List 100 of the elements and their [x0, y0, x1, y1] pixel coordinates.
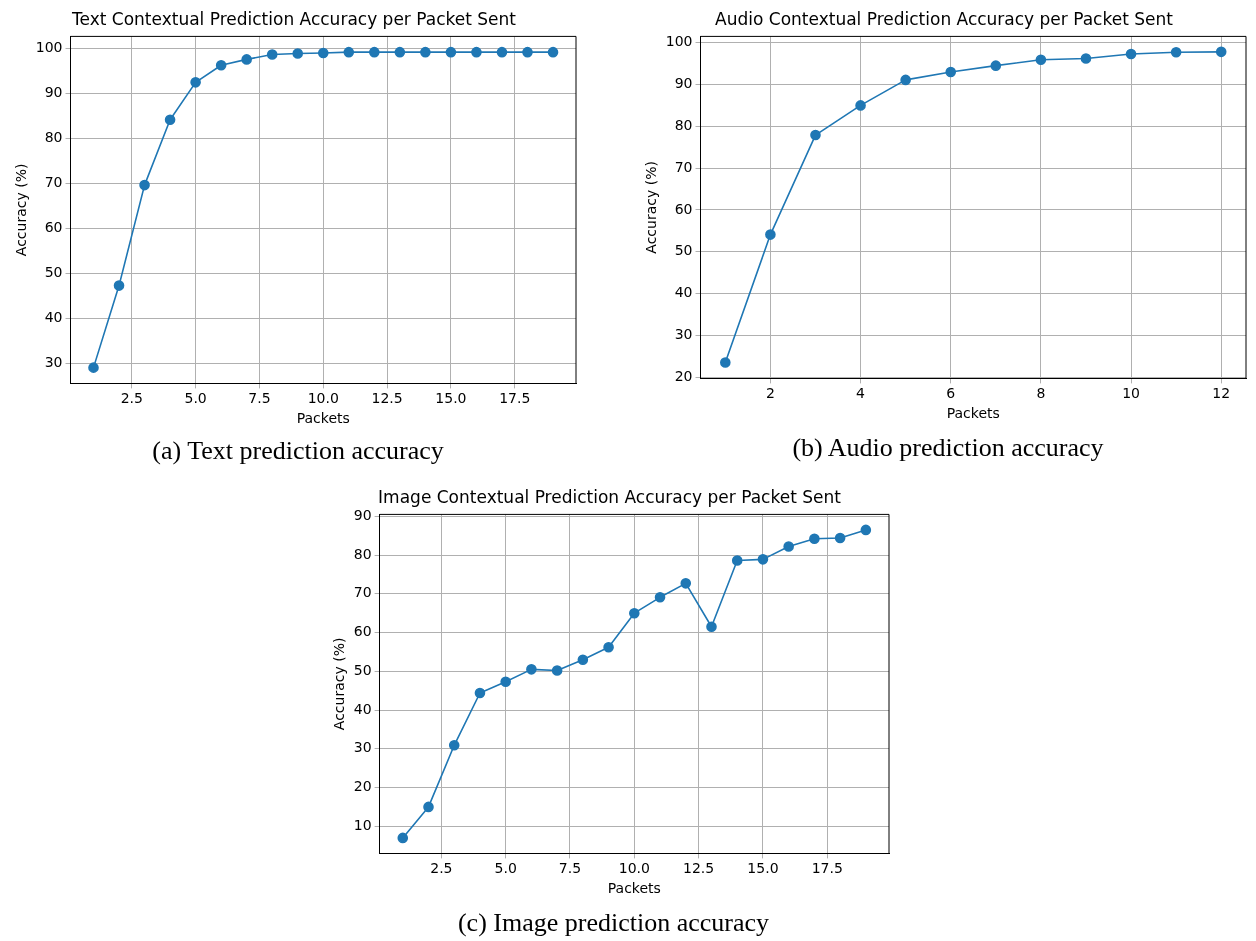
- point: [860, 524, 872, 536]
- y-tick-label: 90: [353, 506, 372, 523]
- x-tick-label: 5.0: [494, 860, 517, 877]
- point: [834, 532, 846, 544]
- point: [522, 46, 533, 58]
- x-tick-label: 2.5: [430, 860, 453, 877]
- x-tick-label: 2: [765, 385, 775, 402]
- point: [731, 555, 743, 566]
- y-tick-label: 100: [35, 38, 63, 55]
- x-tick-label: 8: [1036, 385, 1046, 402]
- y-axis-title: Accuracy (%): [331, 637, 348, 731]
- point: [654, 592, 666, 603]
- point: [809, 533, 820, 545]
- x-tick-label: 15.0: [435, 390, 467, 407]
- point: [369, 46, 380, 58]
- y-tick-label: 10: [353, 816, 372, 833]
- point: [547, 46, 559, 58]
- x-tick-label: 2.5: [120, 390, 143, 407]
- y-tick-label: 70: [353, 584, 372, 601]
- y-tick-label: 70: [44, 173, 63, 190]
- y-tick-label: 60: [353, 623, 372, 640]
- point: [1125, 48, 1137, 60]
- point: [343, 46, 355, 58]
- x-tick-label: 12: [1212, 385, 1231, 402]
- text: (a) Text prediction accuracy: [151, 436, 445, 466]
- point: [551, 665, 563, 676]
- y-tick-label: 40: [674, 284, 693, 301]
- x-tick-label: 10.0: [307, 390, 339, 407]
- x-tick-label: 5.0: [184, 390, 207, 407]
- point: [164, 114, 176, 126]
- y-tick-label: 20: [353, 778, 372, 795]
- y-tick-label: 80: [353, 545, 372, 562]
- y-tick-label: 40: [353, 700, 372, 717]
- y-tick-label: 30: [353, 739, 372, 756]
- x-tick-label: 4: [856, 385, 866, 402]
- point: [1215, 46, 1227, 58]
- y-tick-label: 50: [353, 661, 372, 678]
- x-axis-title: Packets: [946, 405, 1000, 422]
- y-axis-title: Accuracy (%): [643, 161, 660, 254]
- point: [215, 59, 227, 71]
- chart-title: Text Contextual Prediction Accuracy per Packet Sent: [71, 8, 517, 29]
- x-tick-label: 12.5: [371, 390, 403, 407]
- y-tick-label: 20: [674, 367, 693, 384]
- point: [496, 46, 508, 58]
- x-tick-label: 15.0: [747, 860, 779, 877]
- x-tick-label: 7.5: [558, 860, 582, 877]
- point: [139, 179, 150, 191]
- point: [190, 77, 201, 88]
- x-tick-label: 10: [1122, 385, 1140, 402]
- point: [629, 607, 640, 619]
- y-tick-label: 80: [44, 128, 63, 145]
- point: [945, 66, 957, 78]
- y-tick-label: 60: [674, 200, 693, 217]
- point: [1170, 46, 1182, 58]
- point: [394, 46, 406, 58]
- point: [783, 541, 794, 552]
- point: [526, 664, 537, 675]
- point: [474, 687, 486, 699]
- point: [266, 49, 278, 60]
- y-tick-label: 30: [674, 325, 693, 342]
- point: [603, 641, 614, 653]
- text: (c) Image prediction accuracy: [456, 908, 771, 938]
- point: [900, 74, 911, 86]
- chart-title: Audio Contextual Prediction Accuracy per Packet Sent: [715, 8, 1174, 29]
- point: [500, 676, 511, 688]
- point: [810, 129, 821, 141]
- point: [720, 357, 731, 368]
- x-tick-label: 17.5: [811, 860, 843, 877]
- point: [765, 229, 776, 240]
- point: [855, 100, 866, 111]
- y-tick-label: 70: [674, 158, 693, 175]
- x-tick-label: 7.5: [248, 390, 271, 407]
- x-tick-label: 12.5: [683, 860, 715, 877]
- text: (b) Audio prediction accuracy: [791, 433, 1105, 463]
- point: [420, 46, 431, 58]
- x-tick-label: 17.5: [499, 390, 531, 407]
- point: [445, 46, 457, 58]
- point: [471, 46, 482, 58]
- point: [577, 654, 589, 665]
- y-tick-label: 90: [44, 83, 63, 100]
- point: [757, 554, 769, 565]
- point: [113, 280, 125, 291]
- point: [1035, 54, 1047, 66]
- point: [292, 48, 304, 59]
- point: [397, 832, 409, 844]
- point: [88, 362, 99, 373]
- point: [423, 801, 434, 813]
- y-tick-label: 60: [44, 219, 63, 236]
- point: [706, 621, 717, 633]
- y-tick-label: 30: [44, 354, 63, 371]
- chart-title: Image Contextual Prediction Accuracy per Packet Sent: [378, 486, 842, 507]
- x-tick-label: 10.0: [618, 860, 650, 877]
- point: [680, 578, 692, 589]
- y-tick-label: 100: [665, 33, 693, 50]
- x-axis-title: Packets: [607, 880, 661, 897]
- y-tick-label: 80: [674, 116, 693, 133]
- y-axis-title: Accuracy (%): [13, 163, 30, 257]
- x-axis-title: Packets: [296, 410, 350, 427]
- y-tick-label: 50: [674, 242, 693, 259]
- y-tick-label: 40: [44, 309, 63, 326]
